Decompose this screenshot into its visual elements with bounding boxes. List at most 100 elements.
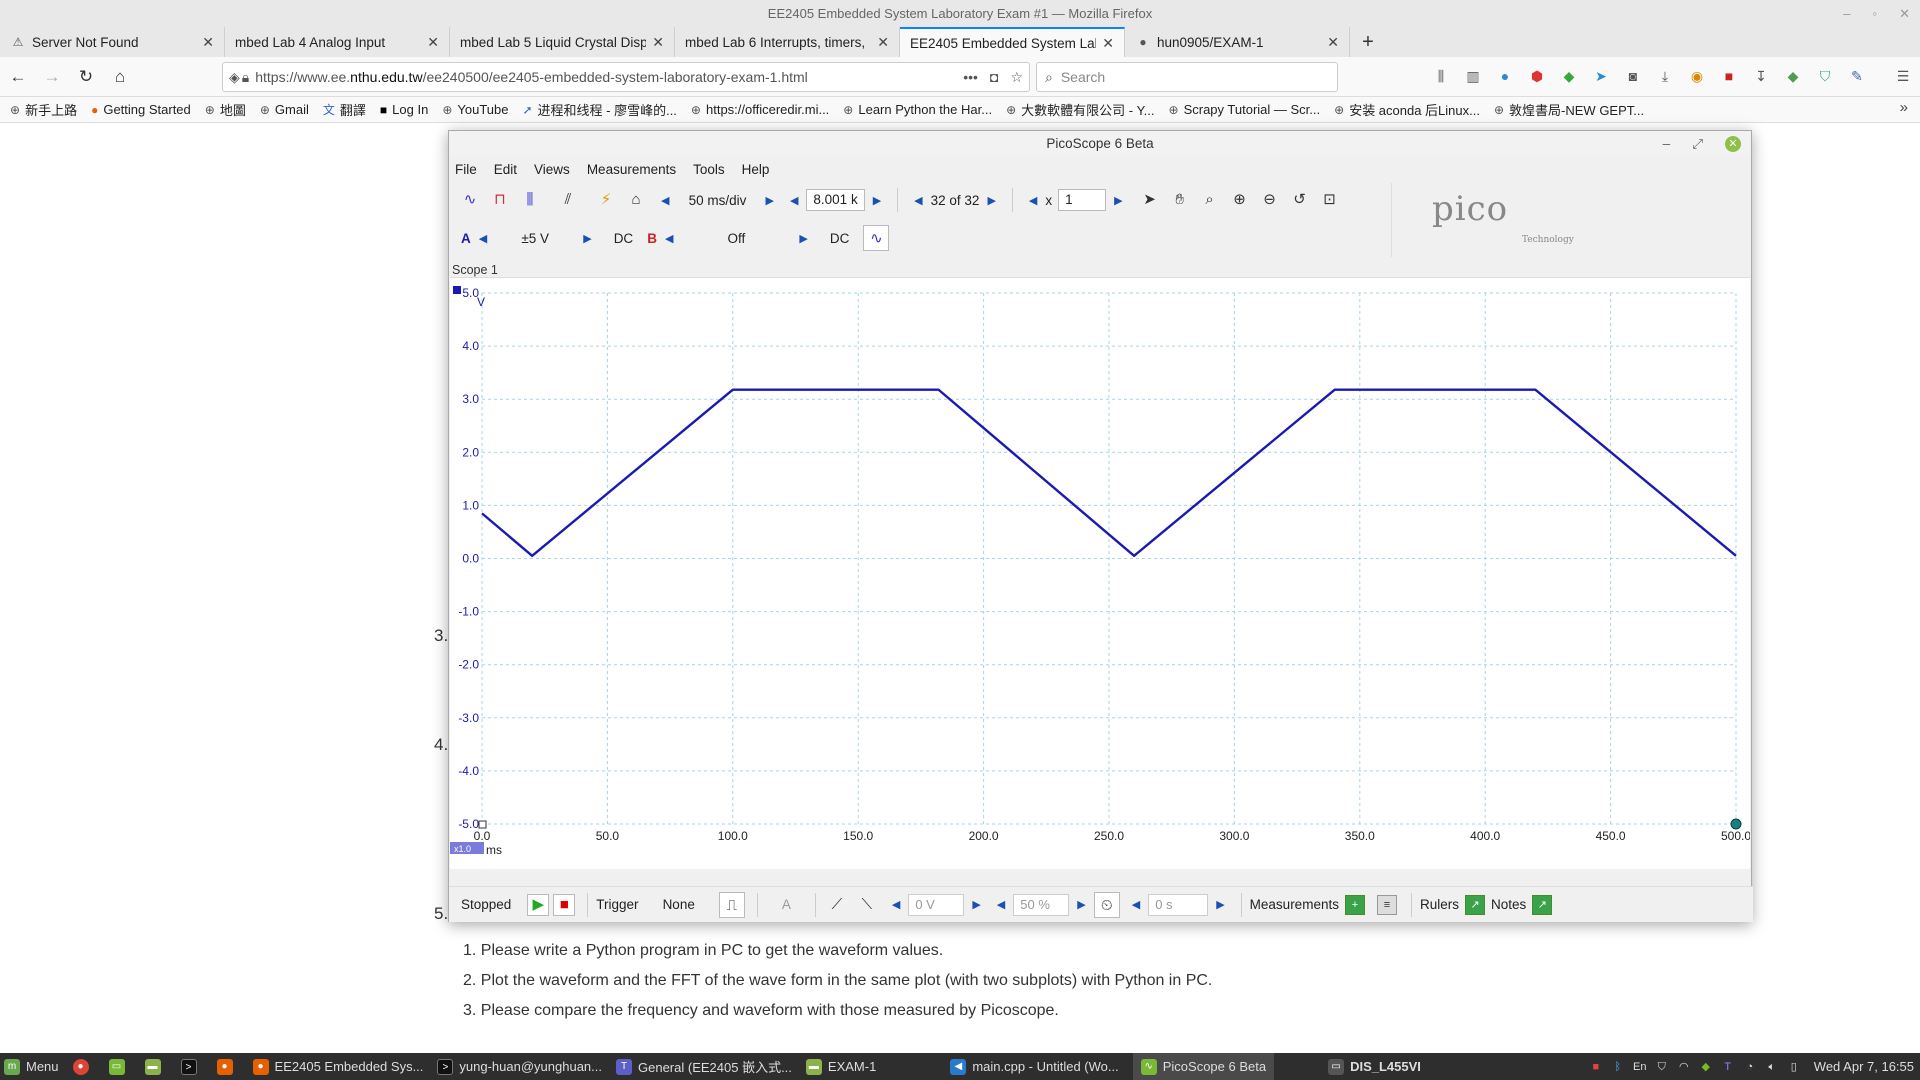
spectrum-mode-icon[interactable]: ⫼ <box>526 191 534 208</box>
extension-orange-icon[interactable]: ◉ <box>1690 68 1704 84</box>
rulers-icon[interactable]: ↗ <box>1464 894 1485 915</box>
launcher-files[interactable]: ▬ <box>144 1058 167 1075</box>
channel-b-range-decrease-icon[interactable]: ◀ <box>664 232 674 245</box>
notes-icon[interactable]: ↗ <box>1532 894 1553 915</box>
notification-icon[interactable]: ◔ <box>1746 1060 1754 1073</box>
taskbar-item-teams[interactable]: T General (EE2405 嵌入式... <box>616 1057 792 1076</box>
close-tab-icon[interactable]: ✕ <box>202 33 214 50</box>
menu-edit[interactable]: Edit <box>493 161 518 177</box>
url-bar[interactable]: ◈ 🔒︎ https://www.ee.nthu.edu.tw/ee240500… <box>222 62 1030 92</box>
tab-mbed-lab-5[interactable]: mbed Lab 5 Liquid Crystal Disp ✕ <box>450 27 675 57</box>
launcher-firefox[interactable]: ● <box>216 1058 239 1075</box>
threshold-increase-icon[interactable]: ▶ <box>972 899 981 911</box>
bookmark-item[interactable]: ⊕ https://officeredir.mi... <box>691 102 829 117</box>
extension-feather-icon[interactable]: ✎ <box>1851 68 1863 84</box>
extension-blue-icon[interactable]: ● <box>1500 68 1510 84</box>
channel-a-range-decrease-icon[interactable]: ◀ <box>478 232 488 245</box>
bluetooth-icon[interactable]: ᛒ <box>1614 1060 1622 1073</box>
bookmark-item[interactable]: ⊕ Gmail <box>260 102 309 117</box>
launcher-chrome[interactable]: ● <box>72 1058 95 1075</box>
pretrigger-input[interactable]: 50 % <box>1013 893 1070 916</box>
teams-tray-icon[interactable]: T <box>1724 1060 1732 1073</box>
maximize-icon[interactable]: ⤢ <box>1692 136 1703 151</box>
bookmark-item[interactable]: ■ Log In <box>380 102 428 117</box>
zoom-tool-icon[interactable]: ⌕ <box>1205 191 1214 208</box>
taskbar-item-terminal[interactable]: > yung-huan@yunghuan... <box>437 1058 602 1075</box>
close-icon[interactable]: ✕ <box>1725 136 1741 152</box>
taskbar-item-dis[interactable]: ▭ DIS_L455VI <box>1328 1058 1421 1075</box>
clock[interactable]: Wed Apr 7, 16:55 <box>1813 1059 1914 1074</box>
bookmark-item[interactable]: ⊕ 安装 aconda 后Linux... <box>1334 100 1480 119</box>
bookmark-item[interactable]: ⊕ Scrapy Tutorial — Scr... <box>1169 102 1321 117</box>
download-arrow-icon[interactable]: ↧ <box>1755 68 1767 84</box>
close-tab-icon[interactable]: ✕ <box>1102 34 1114 51</box>
sidebar-icon[interactable]: ▥ <box>1466 68 1480 84</box>
stop-icon[interactable]: ■ <box>553 893 576 916</box>
lock-icon[interactable]: 🔒︎ <box>241 68 250 85</box>
search-input[interactable]: Search <box>1060 69 1106 85</box>
channel-b-range-increase-icon[interactable]: ▶ <box>799 232 808 245</box>
bookmarks-overflow-icon[interactable]: » <box>1899 99 1908 116</box>
back-icon[interactable]: ← <box>9 66 27 86</box>
menu-tools[interactable]: Tools <box>693 161 725 177</box>
zoom-increase-icon[interactable]: ▶ <box>1114 194 1123 207</box>
extension-shield-green-icon[interactable]: ⛉ <box>1819 68 1831 84</box>
hamburger-menu-icon[interactable]: ☰ <box>1896 68 1910 84</box>
bookmark-item[interactable]: ⊕ Learn Python the Har... <box>843 102 992 117</box>
bookmark-item[interactable]: ⊕ 新手上路 <box>10 100 77 119</box>
threshold-decrease-icon[interactable]: ◀ <box>891 899 901 911</box>
bookmark-item[interactable]: ● Getting Started <box>91 102 191 117</box>
menu-file[interactable]: File <box>455 161 477 177</box>
samples-increase-icon[interactable]: ▶ <box>872 194 882 207</box>
start-icon[interactable]: ▶ <box>527 893 550 916</box>
timebase-increase-icon[interactable]: ▶ <box>765 194 774 207</box>
launcher-terminal[interactable]: ▭ <box>108 1058 131 1075</box>
threshold-input[interactable]: 0 V <box>908 893 965 916</box>
pretrigger-decrease-icon[interactable]: ◀ <box>996 899 1006 911</box>
rising-edge-icon[interactable]: ⟋ <box>831 895 843 913</box>
cursor-extension-icon[interactable]: ➤ <box>1595 68 1607 84</box>
taskbar-item-exam-folder[interactable]: ▬ EXAM-1 <box>805 1058 876 1075</box>
signal-generator-icon[interactable]: ∿ <box>863 225 890 251</box>
edit-measurement-icon[interactable]: ≡ <box>1376 894 1397 915</box>
taskbar-item-vscode[interactable]: ◀ main.cpp - Untitled (Wo... <box>950 1058 1119 1075</box>
timebase-decrease-icon[interactable]: ◀ <box>661 194 670 207</box>
bookmark-item[interactable]: ⊕ YouTube <box>442 102 508 117</box>
tab-mbed-lab-4[interactable]: mbed Lab 4 Analog Input ✕ <box>225 27 450 57</box>
trigger-channel[interactable]: A <box>781 897 791 912</box>
trigger-mode[interactable]: None <box>662 897 695 912</box>
channel-a-range-increase-icon[interactable]: ▶ <box>583 232 592 245</box>
page-actions-icon[interactable]: ••• <box>963 69 978 85</box>
buffer-prev-icon[interactable]: ◀ <box>914 194 923 207</box>
app-tray-icon[interactable]: ■ <box>1592 1060 1600 1073</box>
waveform-chart[interactable]: 5.0 4.0 3.0 2.0 1.0 0.0 -1.0 -2.0 -3.0 -4.0 -5.0 0… <box>450 278 1750 870</box>
tab-github-exam-1[interactable]: ● hun0905/EXAM-1 ✕ <box>1125 27 1350 57</box>
default-setup-icon[interactable]: ⌂ <box>631 191 641 208</box>
search-box[interactable]: ⌕ Search <box>1036 62 1338 92</box>
bookmark-item[interactable]: ⊕ 地圖 <box>205 100 246 119</box>
scope-view[interactable]: 5.0 4.0 3.0 2.0 1.0 0.0 -1.0 -2.0 -3.0 -4.0 -5.0 0… <box>450 277 1750 869</box>
bookmark-star-icon[interactable]: ☆ <box>1010 68 1023 85</box>
close-tab-icon[interactable]: ✕ <box>1327 33 1339 50</box>
menu-measurements[interactable]: Measurements <box>586 161 677 177</box>
zoom-decrease-icon[interactable]: ◀ <box>1028 194 1038 207</box>
persistence-mode-icon[interactable]: ⊓ <box>494 191 506 208</box>
bookmark-item[interactable]: ⊕ 大數軟體有限公司 - Y... <box>1006 100 1154 119</box>
channel-options-icon[interactable]: ⫽ <box>564 191 572 208</box>
ruler-handle-right[interactable] <box>1730 818 1742 830</box>
new-tab-button[interactable]: + <box>1362 31 1374 53</box>
close-icon[interactable]: ✕ <box>1899 6 1910 21</box>
channel-b-range[interactable]: Off <box>727 230 746 246</box>
bookmark-item[interactable]: ➚ 进程和线程 - 廖雪峰的... <box>522 100 676 119</box>
home-icon[interactable]: ⌂ <box>114 66 126 86</box>
minimize-icon[interactable]: – <box>1662 136 1671 151</box>
zoom-out-icon[interactable]: ⊖ <box>1263 191 1276 208</box>
minimize-icon[interactable]: – <box>1843 6 1851 21</box>
shield-tray-icon[interactable]: ⛉ <box>1657 1060 1666 1073</box>
extension-green-icon[interactable]: ◆ <box>1787 68 1799 84</box>
start-menu-button[interactable]: m Menu <box>4 1058 59 1075</box>
auto-setup-icon[interactable]: ⚡ <box>600 191 612 208</box>
url-text[interactable]: https://www.ee.nthu.edu.tw/ee240500/ee24… <box>255 69 951 85</box>
bookmark-item[interactable]: 文翻譯 <box>323 100 366 119</box>
add-measurement-icon[interactable]: + <box>1344 894 1365 915</box>
